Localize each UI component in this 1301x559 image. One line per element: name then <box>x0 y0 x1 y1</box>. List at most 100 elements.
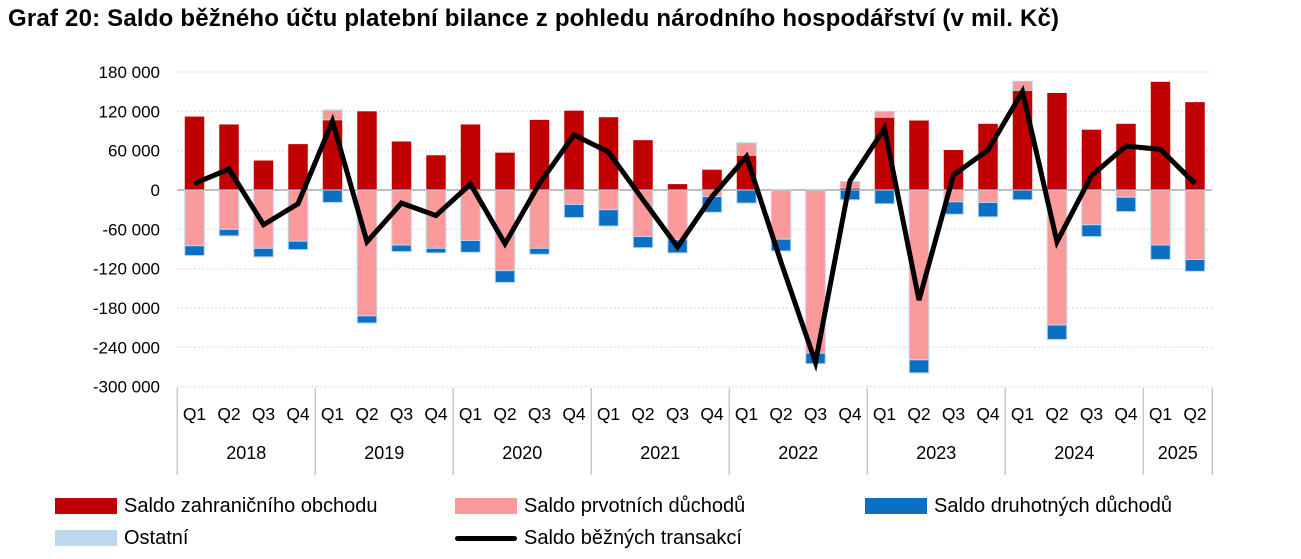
legend-label: Saldo zahraničního obchodu <box>124 494 378 517</box>
bar-segment <box>1184 258 1206 272</box>
bar-segment <box>1150 81 1171 190</box>
bar-segment <box>460 239 481 253</box>
bar-segment <box>563 203 585 219</box>
bar-segment <box>563 189 585 205</box>
bar-segment <box>770 238 792 252</box>
bar-segment <box>357 111 377 190</box>
legend-item-saldo-prvotnich-duchodu: Saldo prvotních důchodů <box>455 494 746 517</box>
quarter-label: Q3 <box>390 404 413 424</box>
bar-segment <box>1115 196 1137 213</box>
quarter-label: Q1 <box>873 404 896 424</box>
bar-segment <box>633 140 653 190</box>
bar-segment <box>391 244 412 253</box>
bar-segment <box>426 155 446 190</box>
quarter-label: Q2 <box>1183 404 1206 424</box>
year-label: 2024 <box>1054 443 1094 463</box>
y-axis-label: 0 <box>151 181 160 200</box>
bar-segment <box>667 184 688 190</box>
quarter-label: Q2 <box>907 404 930 424</box>
quarter-label: Q2 <box>355 404 378 424</box>
bar-segment <box>1047 92 1067 190</box>
legend-label: Saldo běžných transakcí <box>524 526 742 549</box>
year-label: 2021 <box>640 443 680 463</box>
quarter-label: Q1 <box>597 404 620 424</box>
bar-segment <box>1115 189 1137 198</box>
y-axis-label: -120 000 <box>93 260 160 279</box>
bar-segment <box>632 236 654 249</box>
chart-canvas: 180 000 120 000 60 000 0 -60 000 -120 000 -180… <box>93 63 1213 475</box>
quarter-label: Q2 <box>769 404 792 424</box>
legend-label: Ostatní <box>124 526 189 549</box>
y-axis-label: -180 000 <box>93 299 160 318</box>
bar-segment <box>494 270 516 283</box>
quarter-label: Q3 <box>942 404 965 424</box>
legend-swatch-secondary-income <box>865 498 927 514</box>
bar-segment <box>322 119 343 190</box>
legend-label: Saldo prvotních důchodů <box>524 494 746 517</box>
legend-item-saldo-beznych-transakci: Saldo běžných transakcí <box>455 526 742 549</box>
quarter-label: Q3 <box>666 404 689 424</box>
bar-segment <box>702 169 722 190</box>
year-label: 2020 <box>502 443 542 463</box>
quarter-label: Q4 <box>286 404 310 424</box>
quarter-label: Q1 <box>183 404 206 424</box>
quarter-label: Q2 <box>631 404 654 424</box>
quarter-label: Q3 <box>804 404 827 424</box>
y-axis-label: -60 000 <box>102 220 160 239</box>
bar-segment <box>184 189 205 247</box>
bar-segment <box>1046 324 1068 340</box>
bar-segment <box>253 160 274 190</box>
bar-segment <box>184 116 205 190</box>
y-axis-label: 180 000 <box>99 63 160 82</box>
quarter-label: Q3 <box>252 404 275 424</box>
quarter-label: Q4 <box>838 404 862 424</box>
y-axis-label: -240 000 <box>93 338 160 357</box>
quarter-label: Q4 <box>424 404 448 424</box>
year-label: 2025 <box>1158 443 1198 463</box>
bar-segment <box>253 247 274 258</box>
bar-segment <box>184 245 205 257</box>
bar-segment <box>770 189 792 240</box>
bar-segment <box>598 209 619 227</box>
quarter-label: Q3 <box>528 404 551 424</box>
quarter-label: Q1 <box>459 404 482 424</box>
legend-label: Saldo druhotných důchodů <box>934 494 1172 517</box>
legend-swatch-trade-balance <box>55 498 117 514</box>
bar-segment <box>943 150 964 190</box>
quarter-label: Q4 <box>1114 404 1138 424</box>
bar-segment <box>977 201 999 218</box>
quarter-label: Q1 <box>735 404 758 424</box>
legend-swatch-current-account-line <box>455 530 517 546</box>
bar-segment <box>356 315 378 324</box>
bar-segment <box>460 124 481 190</box>
bar-segment <box>218 189 240 230</box>
y-axis-label: -300 000 <box>93 378 160 397</box>
quarter-label: Q3 <box>1080 404 1103 424</box>
year-label: 2023 <box>916 443 956 463</box>
bar-segment <box>529 247 550 255</box>
bar-segment <box>1081 189 1102 226</box>
chart-title: Graf 20: Saldo běžného účtu platební bil… <box>8 5 1060 32</box>
bar-segment <box>1185 102 1205 190</box>
bar-segment <box>564 110 584 190</box>
year-label: 2022 <box>778 443 818 463</box>
bar-segment <box>391 141 412 190</box>
bar-segment <box>598 189 619 211</box>
bar-segment <box>288 144 308 190</box>
bar-segment <box>287 240 309 251</box>
bar-segment <box>1150 244 1171 260</box>
bar-segment <box>909 120 929 190</box>
bar-segment <box>1184 189 1206 260</box>
bar-segment <box>908 359 930 374</box>
bar-segment <box>1012 189 1033 201</box>
bar-segment <box>1150 189 1171 246</box>
quarter-label: Q1 <box>321 404 344 424</box>
quarter-label: Q2 <box>217 404 240 424</box>
quarter-label: Q4 <box>562 404 586 424</box>
line-saldo-beznych-transakci <box>193 85 1197 373</box>
quarter-label: Q4 <box>700 404 724 424</box>
legend-swatch-other <box>55 530 117 546</box>
bar-segment <box>1116 123 1136 190</box>
legend-item-ostatni: Ostatní <box>55 526 189 549</box>
bar-segment <box>977 189 999 203</box>
